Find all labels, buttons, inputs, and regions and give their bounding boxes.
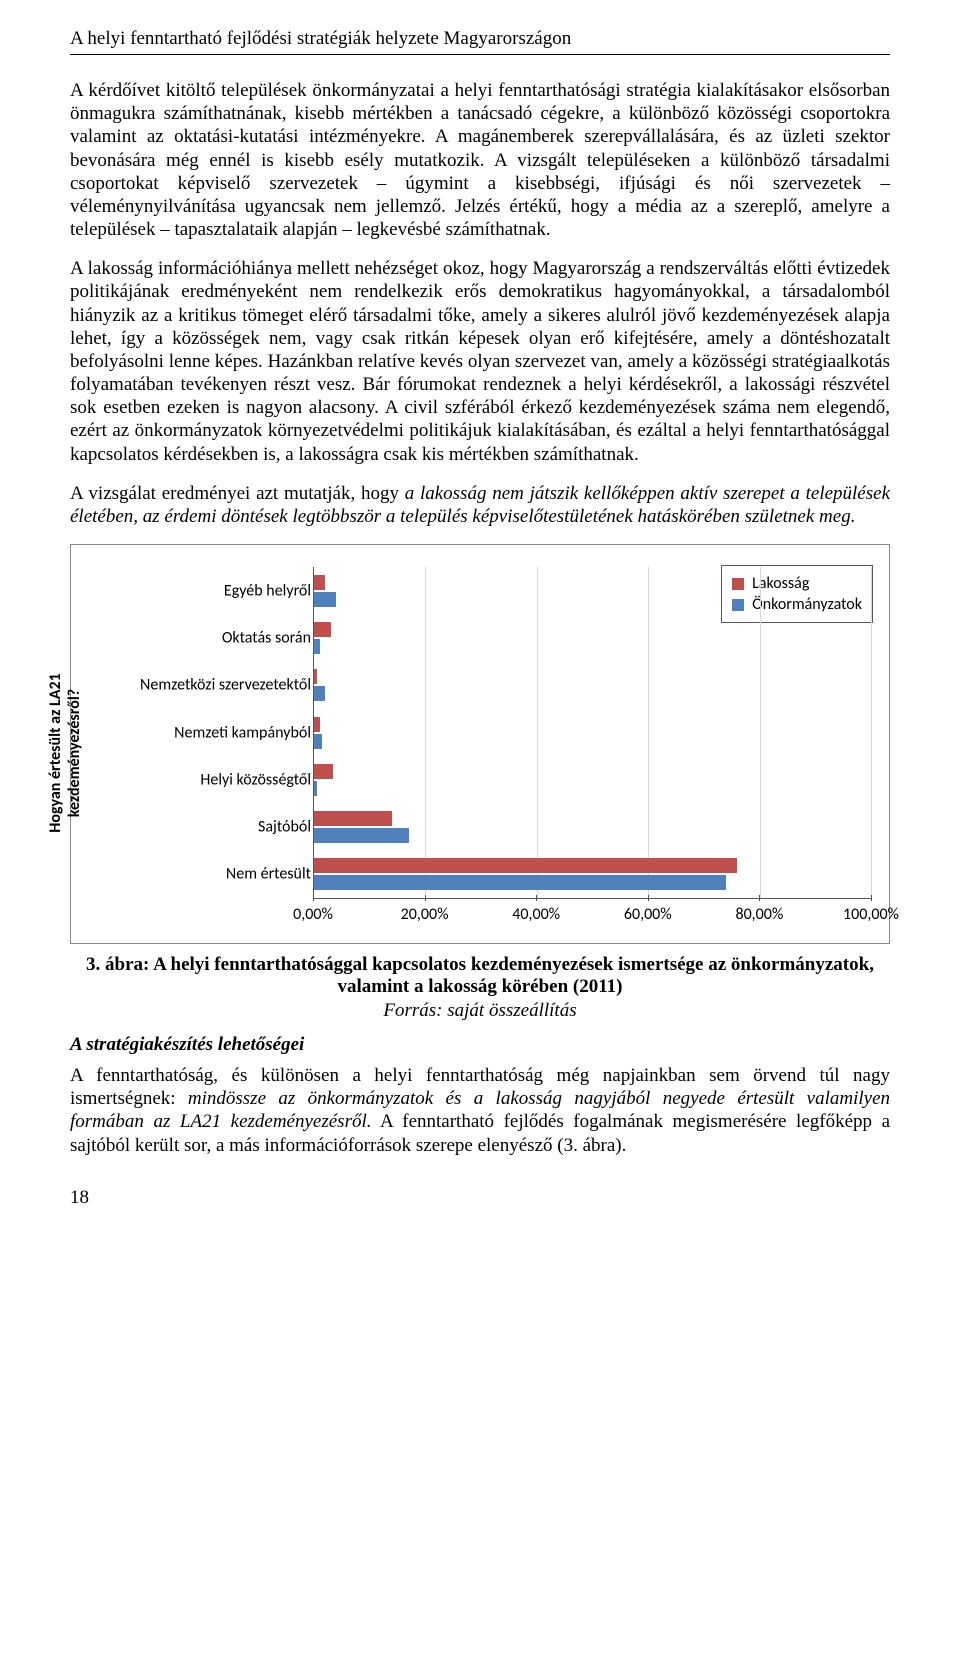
plot-area [313,567,871,899]
bar-lakossag [314,622,331,637]
x-tick-label: 0,00% [293,905,333,924]
category-label: Nemzetközi szervezetektől [140,676,311,695]
x-tick-mark [759,895,760,901]
x-tick-label: 20,00% [401,905,449,924]
x-tick-label: 60,00% [624,905,672,924]
gridline [425,567,426,898]
category-label: Helyi közösségtől [200,770,311,789]
x-tick-label: 40,00% [512,905,560,924]
gridline [537,567,538,898]
category-label: Nemzeti kampányból [174,723,311,742]
x-tick-mark [648,895,649,901]
x-ticks: 0,00%20,00%40,00%60,00%80,00%100,00% [313,899,871,941]
paragraph-1: A kérdőívet kitöltő települések önkormán… [70,79,890,241]
x-tick-mark [871,895,872,901]
x-tick-label: 80,00% [735,905,783,924]
bar-onkormanyzatok [314,781,317,796]
bar-onkormanyzatok [314,639,320,654]
figure-caption-bold: 3. ábra: A helyi fenntarthatósággal kapc… [70,954,890,998]
chart-container: Hogyan értesült az LA21 kezdeményezésről… [70,544,890,944]
p3-lead: A vizsgálat eredményei azt mutatják, hog… [70,483,405,504]
bar-lakossag [314,717,320,732]
bar-lakossag [314,669,317,684]
figure-caption-italic: Forrás: saját összeállítás [70,1000,890,1022]
gridline [871,567,872,898]
page-number: 18 [70,1187,890,1209]
bar-onkormanyzatok [314,686,325,701]
bar-lakossag [314,811,392,826]
bar-onkormanyzatok [314,875,726,890]
bar-lakossag [314,575,325,590]
x-tick-label: 100,00% [843,905,899,924]
bar-onkormanyzatok [314,734,322,749]
y-axis-label-line1: Hogyan értesült az LA21 [46,673,65,832]
paragraph-4: A fenntarthatóság, és különösen a helyi … [70,1064,890,1157]
bar-lakossag [314,764,333,779]
x-tick-mark [536,895,537,901]
y-axis-label-line2: kezdeményezésről? [65,673,84,832]
category-labels: Egyéb helyről Oktatás során Nemzetközi sze… [115,567,311,899]
gridline [648,567,649,898]
bar-lakossag [314,858,737,873]
x-tick-mark [313,895,314,901]
category-label: Nem értesült [226,865,311,884]
category-label: Egyéb helyről [224,581,311,600]
section-subhead: A stratégiakészítés lehetőségei [70,1034,890,1056]
bar-onkormanyzatok [314,828,409,843]
y-axis-label: Hogyan értesült az LA21 kezdeményezésről… [46,673,84,832]
paragraph-3: A vizsgálat eredményei azt mutatják, hog… [70,482,890,528]
page-header: A helyi fenntartható fejlődési stratégiá… [70,28,890,50]
bar-onkormanyzatok [314,592,336,607]
header-rule [70,54,890,55]
gridline [760,567,761,898]
paragraph-2: A lakosság információhiánya mellett nehé… [70,257,890,466]
category-label: Oktatás során [222,629,311,648]
category-label: Sajtóból [258,818,311,837]
x-tick-mark [425,895,426,901]
chart-inner: Hogyan értesült az LA21 kezdeményezésről… [75,557,881,941]
